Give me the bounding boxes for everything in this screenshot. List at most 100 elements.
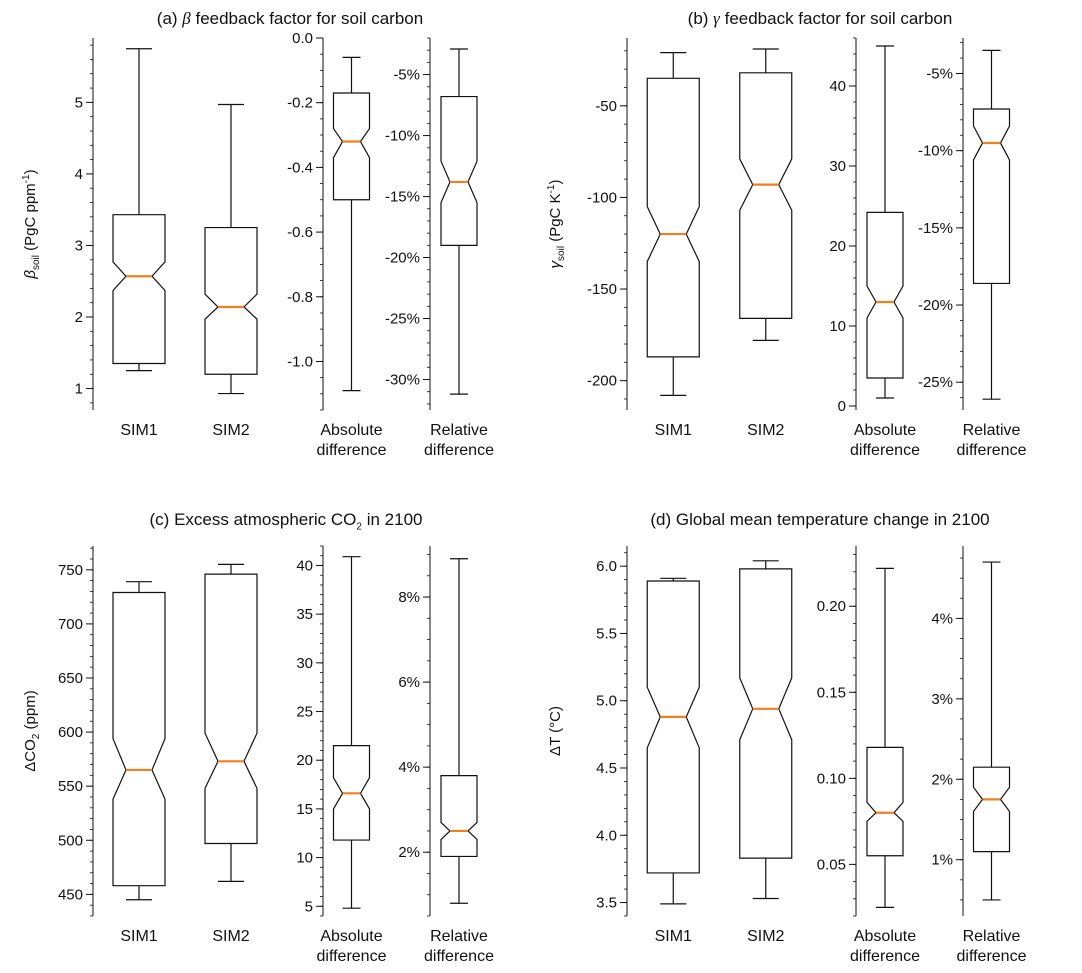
panel-c-ylabel: ΔCO2​ (ppm)	[22, 690, 42, 771]
panel-c-sub1-box1: SIM1	[112, 581, 166, 945]
panel-c-sub2-tick-label: 10	[296, 850, 313, 867]
panel-c-sub2-tick-label: 25	[296, 704, 313, 721]
panel-c-sub3-tick-label: 6%	[398, 674, 420, 691]
panel-c-sub2-tick-label: 20	[296, 752, 313, 769]
ylabel-part: β	[22, 270, 39, 280]
panel-d-sub3-tick-label: 1%	[931, 852, 953, 869]
panel-a-sub3-tick-label: -20%	[385, 250, 420, 267]
ylabel-part: )	[22, 169, 39, 174]
panel-a-sub3-box1-body	[440, 95, 478, 246]
panel-a-title: (a) β feedback factor for soil carbon	[157, 9, 423, 29]
panel-c-sub1-box2-label: SIM2	[212, 928, 249, 945]
panel-d-sub1-box1-body	[646, 580, 700, 874]
panel-d-title: (d) Global mean temperature change in 21…	[650, 510, 989, 530]
panel-d-sub2-tick-label: 0.05	[817, 856, 846, 873]
panel-b-sub3-tick-label: -10%	[918, 143, 953, 160]
panel-c-sub2: 5 10 15 20 25 30 35 40 Absolute difference	[296, 545, 387, 965]
panel-c-sub1-tick-label: 700	[58, 616, 83, 633]
panel-c-sub1-box1-body	[112, 591, 166, 887]
panel-b-sub3: -25% -20% -15% -10% -5% Relative difference	[918, 38, 1027, 459]
panel-d-sub1-tick-label: 5.5	[596, 625, 617, 642]
panel-b-sub2-tick-label: 0	[838, 398, 846, 415]
panel-b-sub1-box1-body	[646, 77, 700, 358]
panel-c-sub2-box1: Absolute difference	[317, 556, 387, 965]
panel-a-sub1-box2: SIM2	[204, 103, 258, 439]
panel-c-sub2-tick-label: 30	[296, 655, 313, 672]
panel-c-sub1-tick-label: 450	[58, 886, 83, 903]
ylabel-part: γ	[547, 259, 564, 268]
panel-b-sub3-box1-body	[972, 108, 1011, 285]
panel-b-sub3-tick-label: -25%	[918, 374, 953, 391]
panel-a-sub2-box1-label: difference	[317, 442, 387, 459]
panel-a-title-text: feedback factor for soil carbon	[190, 9, 424, 28]
panel-b-sub1-tick-label: -200	[587, 373, 617, 390]
panel-b-sub3-tick-label: -5%	[926, 66, 953, 83]
panel-b-sub1: -200 -150 -100 -50 γsoil​ (PgC K-1​) SIM1 SIM2	[546, 38, 793, 439]
panel-a-sub2-tick-label: -0.2	[287, 95, 313, 112]
panel-c-sub2-tick-label: 15	[296, 801, 313, 818]
panel-b-sub2-tick-label: 20	[829, 238, 846, 255]
panel-c-sub3-tick-label: 8%	[398, 589, 420, 606]
panel-b-title: (b) γ feedback factor for soil carbon	[688, 9, 953, 29]
ylabel-part: (PgC ppm	[22, 183, 39, 255]
panel-d-sub1-box2-label: SIM2	[747, 928, 784, 945]
panel-b-sub2-tick-label: 10	[829, 318, 846, 335]
panel-b-sub1-box2-body	[739, 72, 793, 319]
ylabel-part: (PgC K	[547, 193, 564, 246]
panel-d-sub1-tick-label: 6.0	[596, 558, 617, 575]
panel-c-title-prefix: (c) Excess atmospheric CO	[149, 510, 357, 529]
panel-b-title-prefix: (b)	[687, 9, 714, 28]
panel-a-ylabel: βsoil​ (PgC ppm-1​)	[21, 169, 42, 279]
panel-a-sub1-tick-label: 3	[75, 237, 83, 254]
panel-c-sub1: 450 500 550 600 650 700 750 ΔCO2​ (ppm) SIM1 SIM2	[22, 546, 258, 945]
panel-b-sub1-box2: SIM2	[739, 48, 793, 439]
panel-a-sub1-box2-body	[204, 226, 258, 375]
panel-c-sub1-tick-label: 650	[58, 670, 83, 687]
panel-b-sub3-box1: Relative difference	[957, 49, 1027, 459]
panel-c-sub3: 2% 4% 6% 8% Relative difference	[398, 546, 494, 965]
panel-c-sub2-box1-label: difference	[317, 948, 387, 965]
panel-c-sub3-tick-label: 4%	[398, 759, 420, 776]
ylabel-part: soil	[556, 246, 567, 261]
panel-a-sub3-box1-label: Relative	[430, 422, 488, 439]
panel-a-sub1-box2-label: SIM2	[212, 422, 249, 439]
panel-a-sub2-tick-label: -1.0	[287, 353, 313, 370]
panel-a-sub1-tick-label: 1	[75, 381, 83, 398]
panel-a-sub2-tick-label: -0.8	[287, 289, 313, 306]
panel-c-sub3-box1-label: difference	[424, 948, 494, 965]
panel-b-sub2: 0 10 20 30 40 Absolute difference	[829, 37, 920, 459]
panel-c-sub2-tick-label: 40	[296, 557, 313, 574]
panel-b-sub3-box1-label: difference	[957, 442, 1027, 459]
ylabel-part: soil	[31, 255, 42, 270]
panel-d-sub1: 3.5 4.0 4.5 5.0 5.5 6.0 ΔT (°C) SIM1 SIM2	[547, 546, 793, 945]
panel-b-sub1-box1: SIM1	[646, 52, 700, 439]
ylabel-part: ΔT (°C)	[547, 706, 564, 756]
panel-a-sub2-box1-body	[332, 92, 371, 201]
panel-a-sub1-box1-body	[112, 214, 166, 365]
panel-b-sub1-tick-label: -100	[587, 189, 617, 206]
panel-c-sub2-tick-label: 35	[296, 606, 313, 623]
ylabel-part: (ppm)	[22, 690, 39, 733]
panel-d-sub2-box1-label: Absolute	[854, 928, 916, 945]
panel-a-sub1-box1-label: SIM1	[120, 422, 157, 439]
ylabel-part: -1	[21, 174, 32, 183]
panel-a-title-symbol: β	[182, 9, 191, 28]
panel-d-sub1-box1-label: SIM1	[655, 928, 692, 945]
panel-d-sub2-box1-label: difference	[850, 948, 920, 965]
panel-b-sub2-tick-label: 40	[829, 78, 846, 95]
panel-d-sub2: 0.05 0.10 0.15 0.20 Absolute difference	[817, 546, 920, 965]
panel-b-ylabel: γsoil​ (PgC K-1​)	[546, 180, 567, 269]
panel-b-sub3-box1-label: Relative	[963, 422, 1021, 439]
panel-a-sub2-tick-label: -0.6	[287, 224, 313, 241]
panel-c-sub1-box1-label: SIM1	[120, 928, 157, 945]
panel-c-sub1-box2-body	[204, 573, 258, 845]
panel-d-sub2-tick-label: 0.15	[817, 684, 846, 701]
panel-d-sub2-tick-label: 0.20	[817, 598, 846, 615]
panel-d-ylabel: ΔT (°C)	[547, 706, 564, 756]
panel-b-sub2-box1-body	[866, 211, 904, 379]
panel-d-sub1-tick-label: 4.5	[596, 760, 617, 777]
panel-b-sub1-tick-label: -50	[595, 98, 617, 115]
panel-a-sub2-box1-label: Absolute	[320, 422, 382, 439]
